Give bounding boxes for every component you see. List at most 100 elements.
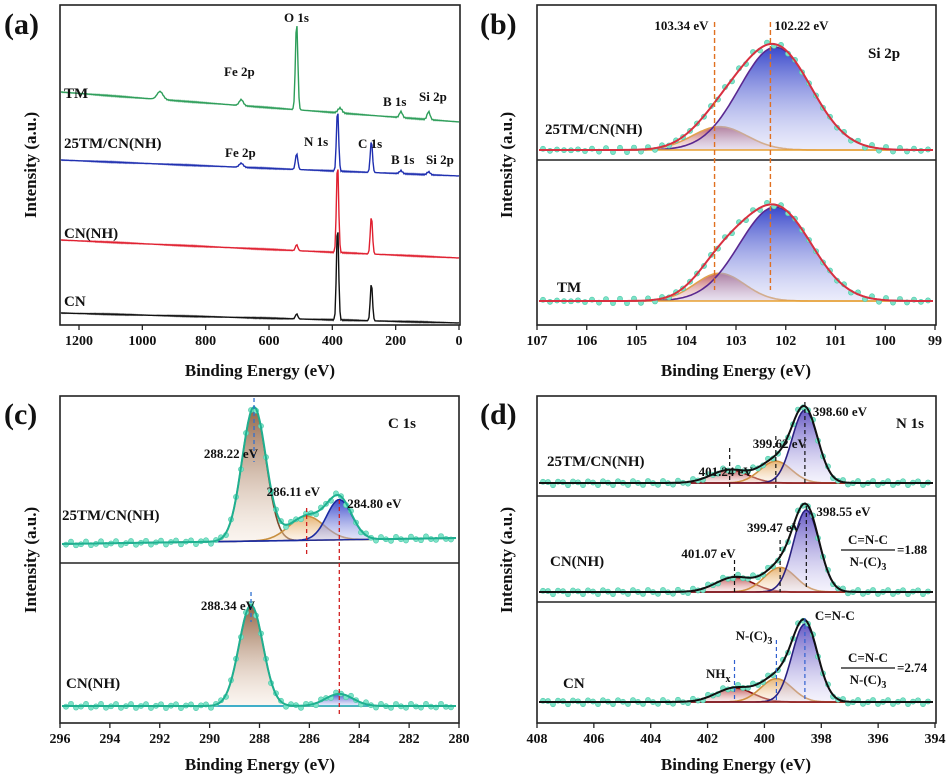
panel-a-ylabel: Intensity (a.u.) (21, 112, 40, 218)
x-tick-label: 104 (676, 334, 697, 349)
envelope-line (539, 404, 933, 484)
x-tick-label: 284 (349, 732, 370, 747)
fit-component-fill (539, 688, 934, 702)
peak-label: C 1s (358, 136, 382, 151)
x-tick-label: 200 (385, 334, 406, 349)
spectrum-name: CN(NH) (64, 226, 118, 242)
peak-energy-label: 398.60 eV (813, 404, 868, 419)
peak-label: N 1s (304, 134, 328, 149)
peak-label: O 1s (284, 10, 309, 25)
spectrum-name: CN (563, 676, 585, 692)
peak-energy-label: 102.22 eV (774, 18, 829, 33)
core-level-label: C 1s (388, 416, 416, 432)
x-tick-label: 106 (576, 334, 597, 349)
ratio-cnnh-num: C=N-C (848, 532, 888, 547)
fit-component-fill (539, 47, 934, 151)
x-tick-label: 0 (456, 334, 463, 349)
panel-c-letter: (c) (4, 398, 37, 431)
peak-label: B 1s (383, 94, 406, 109)
spectrum-name: CN (64, 294, 86, 310)
x-tick-label: 1000 (128, 334, 156, 349)
fit-component-fill (539, 577, 934, 592)
x-tick-label: 402 (697, 732, 718, 747)
x-tick-label: 100 (875, 334, 896, 349)
peak-energy-label: 399.62 eV (753, 436, 808, 451)
peak-label: Fe 2p (225, 145, 256, 160)
x-tick-label: 296 (50, 732, 71, 747)
peak-label: Fe 2p (224, 64, 255, 79)
ratio-cn-den: N-(C)3 (850, 672, 887, 691)
x-tick-label: 1200 (65, 334, 93, 349)
panel-b-ylabel: Intensity (a.u.) (497, 112, 516, 218)
fit-component-fill (539, 469, 934, 483)
x-tick-label: 286 (299, 732, 320, 747)
peak-energy-label: 288.22 eV (204, 446, 259, 461)
panel-b-letter: (b) (480, 8, 517, 41)
survey-line-25tm (60, 113, 460, 177)
x-tick-label: 107 (527, 334, 548, 349)
x-tick-label: 400 (754, 732, 775, 747)
x-tick-label: 396 (868, 732, 889, 747)
core-level-label: N 1s (896, 416, 924, 432)
x-tick-label: 290 (199, 732, 220, 747)
peak-name-label: N-(C)3 (736, 628, 773, 647)
x-tick-label: 101 (825, 334, 846, 349)
survey-line-cnnh (60, 169, 460, 259)
x-tick-label: 288 (249, 732, 270, 747)
peak-label: B 1s (391, 152, 414, 167)
x-tick-label: 406 (583, 732, 604, 747)
x-tick-label: 99 (928, 334, 942, 349)
panel-b-xlabel: Binding Energy (eV) (661, 361, 811, 380)
panel-c-xlabel: Binding Energy (eV) (185, 755, 335, 774)
panel-a-frame (59, 4, 461, 326)
x-tick-label: 408 (527, 732, 548, 747)
envelope-line (539, 203, 933, 302)
x-tick-label: 398 (811, 732, 832, 747)
x-tick-label: 103 (726, 334, 747, 349)
x-tick-label: 294 (99, 732, 120, 747)
spectrum-name: 25TM/CN(NH) (64, 136, 162, 152)
panel-d-letter: (d) (480, 398, 517, 431)
envelope-line (539, 618, 933, 703)
spectrum-name: 25TM/CN(NH) (545, 122, 643, 138)
spectrum-name: CN(NH) (66, 676, 120, 692)
peak-energy-label: 288.34 eV (201, 598, 256, 613)
panel-d-frame (536, 395, 937, 724)
peak-label: Si 2p (426, 152, 454, 167)
peak-energy-label: 401.24 eV (699, 464, 754, 479)
fit-component-fill (539, 207, 934, 301)
envelope-line (539, 42, 933, 151)
ratio-cnnh-den: N-(C)3 (850, 554, 887, 573)
x-tick-label: 105 (626, 334, 647, 349)
panel-d-xlabel: Binding Energy (eV) (661, 755, 811, 774)
fit-component-fill (62, 693, 457, 706)
peak-name-label: C=N-C (815, 608, 855, 623)
ratio-cn-num: C=N-C (848, 650, 888, 665)
peak-energy-label: 286.11 eV (267, 484, 321, 499)
panel-a-xlabel: Binding Energy (eV) (185, 361, 335, 380)
x-tick-label: 280 (449, 732, 470, 747)
x-tick-label: 102 (775, 334, 796, 349)
fit-component-fill (62, 407, 457, 544)
envelope-line (539, 502, 933, 593)
survey-line-tm (60, 25, 460, 123)
x-tick-label: 282 (399, 732, 420, 747)
peak-energy-label: 399.47 eV (747, 520, 802, 535)
x-tick-label: 600 (259, 334, 280, 349)
spectrum-name: 25TM/CN(NH) (547, 454, 645, 470)
spectrum-name: 25TM/CN(NH) (62, 508, 160, 524)
ratio-cnnh-value: =1.88 (897, 542, 928, 557)
peak-energy-label: 398.55 eV (816, 504, 871, 519)
panel-c-ylabel: Intensity (a.u.) (21, 507, 40, 613)
x-tick-label: 394 (925, 732, 946, 747)
fit-component-fill (62, 605, 457, 706)
peak-label: Si 2p (419, 89, 447, 104)
spectrum-name: TM (64, 86, 88, 102)
ratio-cn-value: =2.74 (897, 660, 928, 675)
peak-energy-label: 284.80 eV (347, 496, 402, 511)
envelope-line (61, 405, 457, 545)
x-tick-label: 400 (322, 334, 343, 349)
peak-name-label: NHx (706, 666, 731, 685)
spectrum-name: CN(NH) (550, 554, 604, 570)
